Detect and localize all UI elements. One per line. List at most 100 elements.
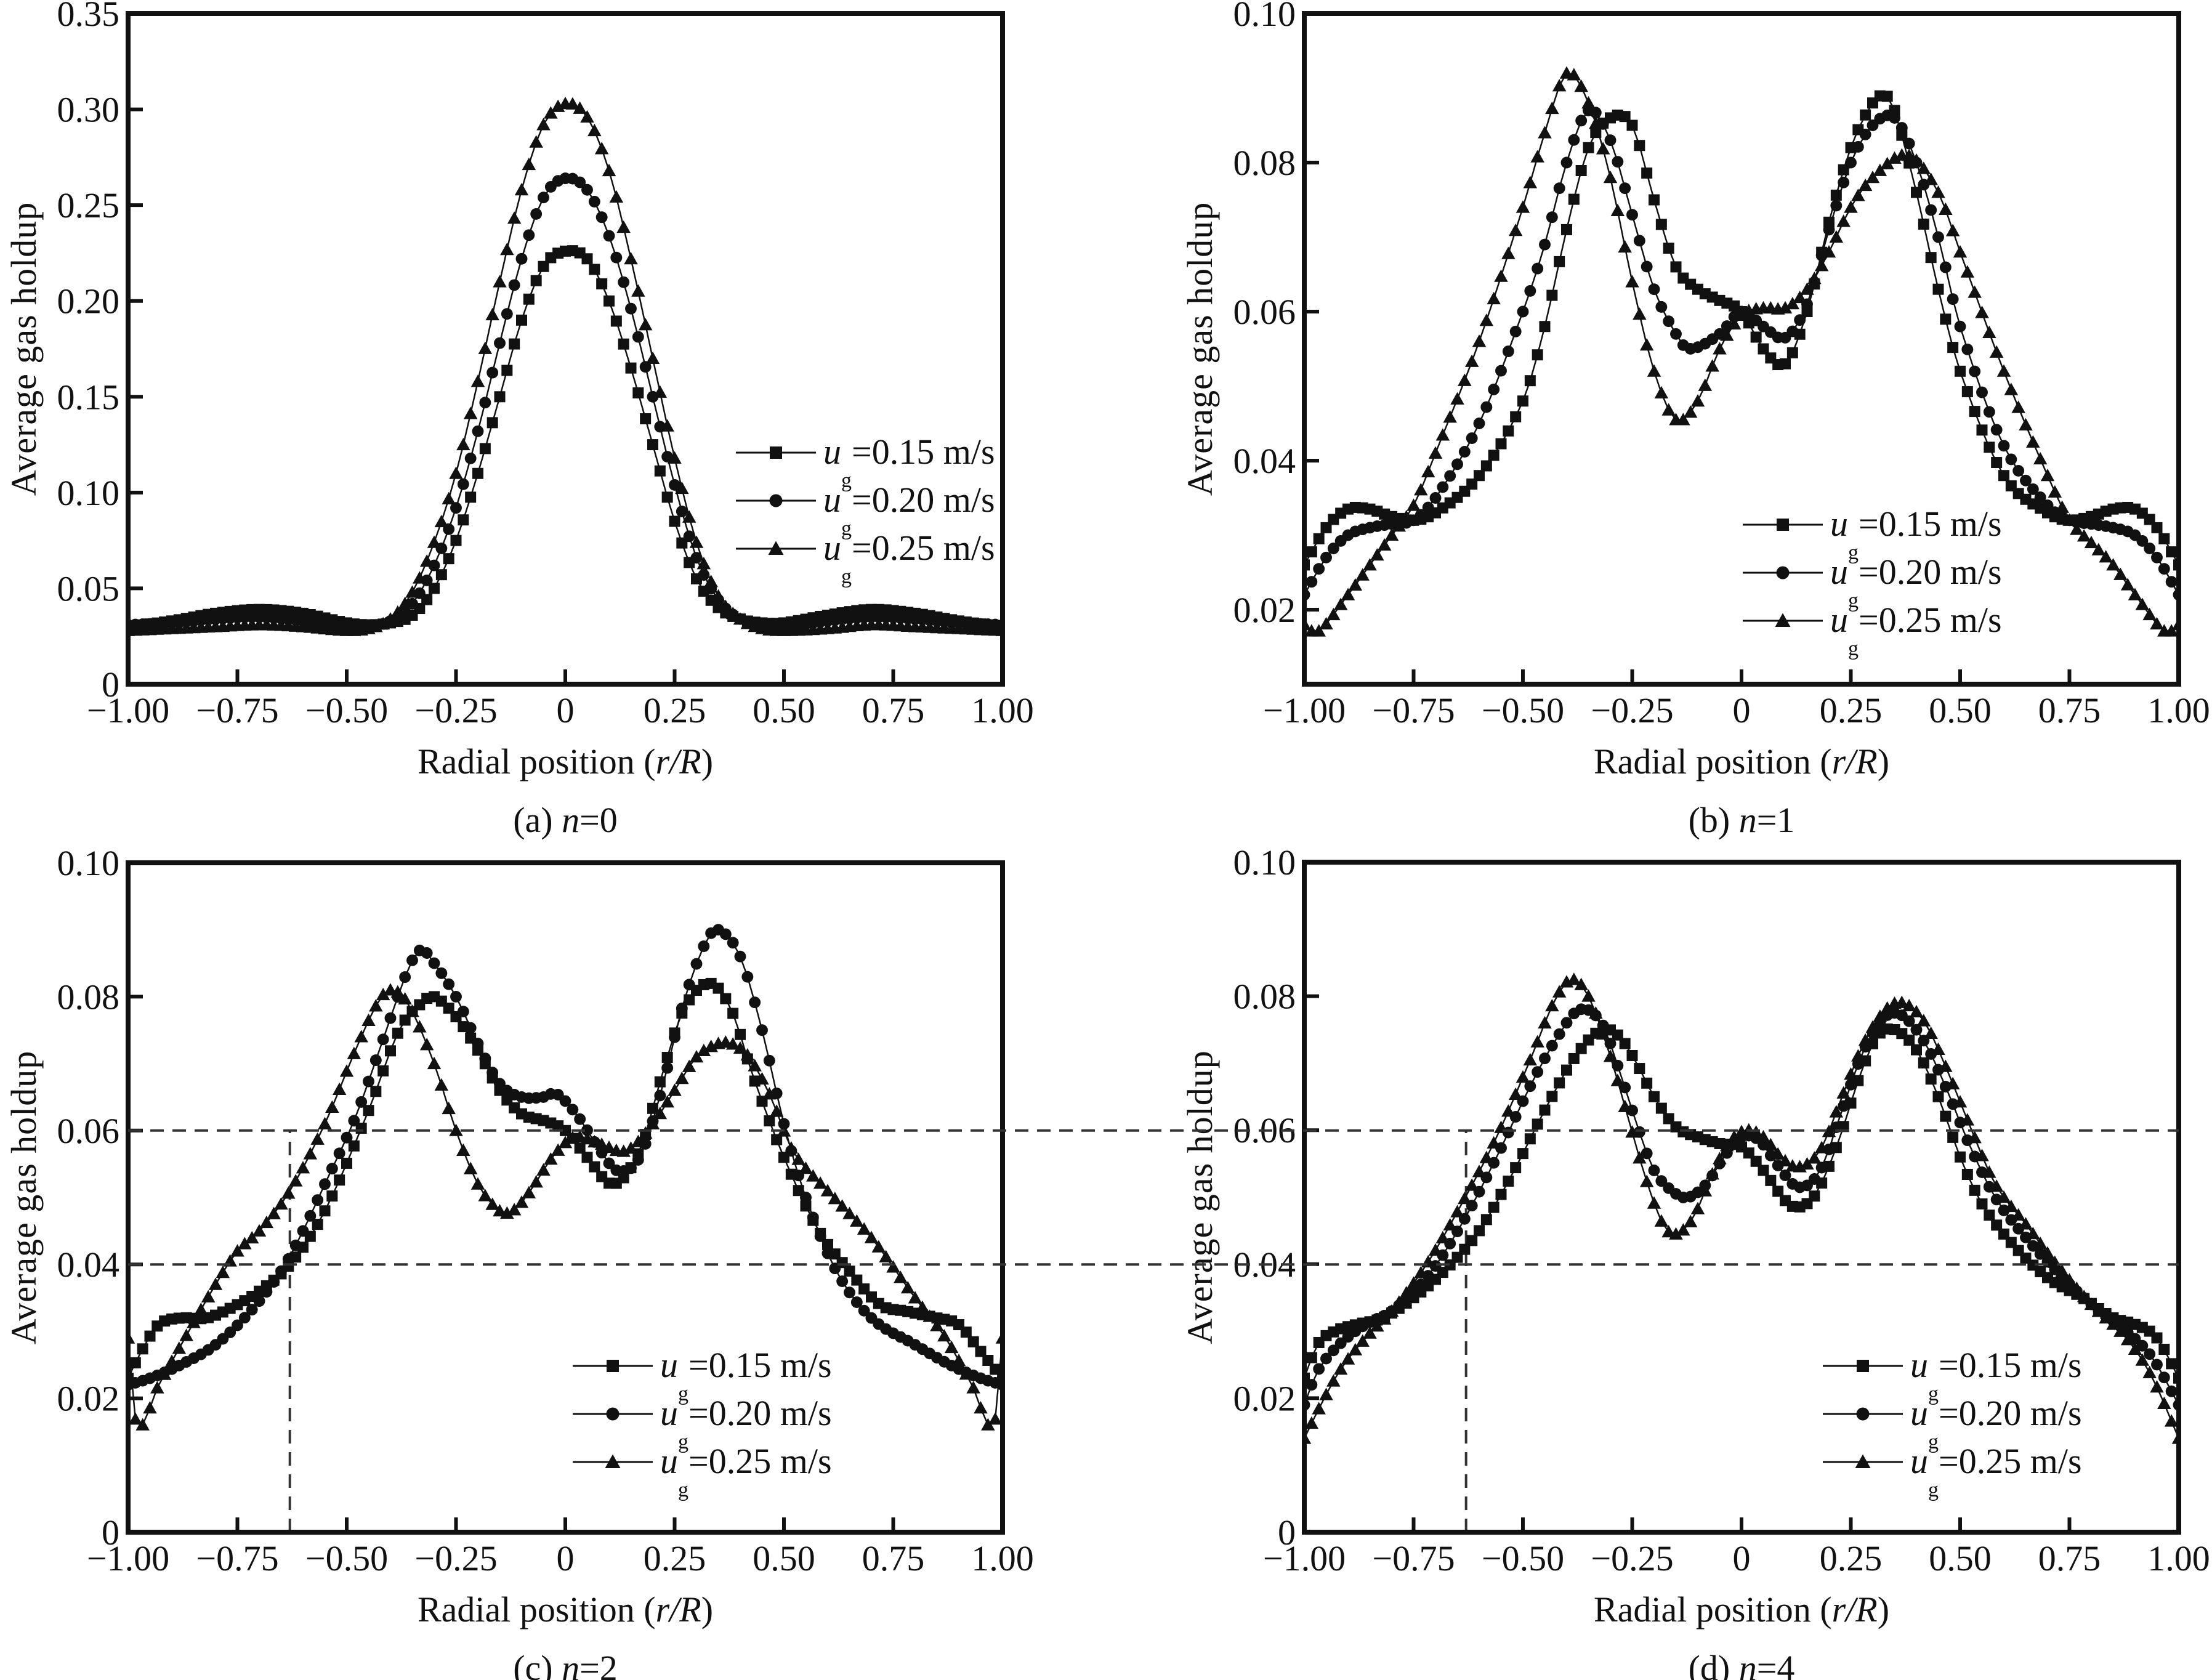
legend-item: ug=0.15 m/s — [1743, 504, 2002, 564]
data-point-square — [1750, 331, 1762, 343]
data-point-triangle — [1902, 148, 1916, 161]
data-point-circle — [1458, 446, 1471, 458]
data-point-square — [589, 1161, 600, 1173]
legend-label: ug=0.20 m/s — [1830, 552, 2002, 612]
data-point-triangle — [1377, 1312, 1392, 1325]
caption-var: n — [1739, 1648, 1757, 1680]
data-point-triangle — [1508, 224, 1523, 236]
data-point-triangle — [1516, 1070, 1530, 1083]
legend-subscript: g — [678, 1383, 688, 1405]
data-point-circle — [355, 1096, 368, 1108]
data-point-square — [2166, 1358, 2178, 1370]
data-point-square — [1860, 109, 1871, 121]
data-point-triangle — [1530, 150, 1544, 163]
legend-unit: m/s — [1941, 504, 2001, 544]
data-point-triangle — [2062, 1273, 2077, 1286]
data-point-triangle — [1924, 1026, 1938, 1040]
data-point-triangle — [347, 1046, 361, 1059]
data-point-triangle — [1814, 259, 1829, 272]
data-point-circle — [399, 971, 411, 983]
data-point-circle — [377, 1033, 389, 1046]
data-point-circle — [676, 1003, 688, 1014]
data-point-triangle — [1654, 386, 1669, 398]
data-point-triangle — [1552, 985, 1567, 998]
data-point-circle — [2144, 1348, 2156, 1360]
data-point-square — [1466, 1235, 1478, 1246]
data-point-triangle — [1676, 413, 1690, 426]
x-tick-label: −0.75 — [196, 1538, 278, 1578]
data-point-triangle — [529, 135, 543, 148]
data-point-square — [581, 253, 593, 265]
data-point-circle — [1648, 283, 1660, 296]
data-point-square — [501, 365, 513, 376]
legend-value: =0.15 — [688, 1345, 771, 1385]
data-point-circle — [363, 1075, 374, 1088]
data-point-square — [1809, 1190, 1820, 1202]
data-point-circle — [1932, 1064, 1944, 1076]
legend-label: ug=0.15 m/s — [660, 1345, 832, 1405]
data-point-triangle — [2157, 1396, 2171, 1410]
data-point-triangle — [274, 1197, 288, 1210]
data-point-triangle — [1924, 172, 1938, 185]
data-point-triangle — [369, 999, 383, 1012]
data-point-triangle — [2120, 578, 2135, 591]
data-point-triangle — [937, 1328, 951, 1342]
y-tick-label: 0.06 — [57, 1111, 120, 1151]
data-point-triangle — [631, 1134, 645, 1147]
data-point-square — [1510, 1162, 1522, 1174]
data-point-triangle — [1508, 1087, 1523, 1100]
data-point-circle — [1903, 137, 1915, 150]
data-point-square — [1758, 343, 1769, 355]
x-tick-label: −0.50 — [305, 690, 388, 730]
data-point-triangle — [398, 596, 412, 609]
data-point-triangle — [1676, 1223, 1690, 1236]
data-point-circle — [1313, 563, 1325, 575]
data-point-square — [997, 1372, 1003, 1384]
data-point-triangle — [748, 1059, 762, 1072]
legend-subscript: g — [1928, 1431, 1939, 1453]
data-point-square — [1991, 1219, 2003, 1231]
legend-marker-triangle — [1855, 1454, 1871, 1468]
data-point-triangle — [332, 1082, 347, 1096]
data-point-circle — [1597, 1019, 1609, 1032]
data-point-triangle — [2048, 485, 2062, 498]
series-line — [128, 989, 1003, 1426]
data-point-circle — [632, 331, 644, 343]
data-point-triangle — [1414, 483, 1428, 496]
legend-unit: m/s — [1941, 600, 2001, 640]
data-point-square — [1539, 321, 1551, 333]
legend-unit: m/s — [934, 480, 995, 520]
legend-label: ug=0.20 m/s — [660, 1393, 832, 1453]
data-point-circle — [457, 1006, 469, 1018]
data-point-triangle — [1341, 588, 1355, 600]
data-point-triangle — [339, 1064, 354, 1077]
data-point-circle — [464, 452, 477, 464]
data-point-square — [1546, 289, 1558, 301]
legend-label: ug=0.25 m/s — [1830, 600, 2002, 660]
data-point-circle — [289, 1239, 302, 1251]
data-point-square — [1838, 164, 1849, 176]
data-point-circle — [1437, 481, 1449, 493]
x-tick-label: −0.25 — [1591, 690, 1673, 730]
legend-subscript: g — [1928, 1383, 1939, 1405]
data-point-square — [1575, 164, 1587, 176]
data-point-square — [1488, 450, 1500, 461]
y-tick-label: 0.20 — [57, 281, 120, 321]
data-point-square — [486, 417, 498, 429]
data-point-triangle — [653, 385, 668, 398]
data-point-square — [1612, 1029, 1623, 1041]
data-point-triangle — [1807, 271, 1822, 285]
data-point-circle — [2151, 551, 2163, 563]
data-point-square — [1976, 1198, 1988, 1210]
data-point-square — [1641, 168, 1653, 179]
data-point-square — [1881, 91, 1893, 102]
data-point-square — [2166, 546, 2178, 558]
data-point-square — [1655, 1102, 1667, 1114]
data-point-triangle — [514, 1195, 529, 1208]
data-point-triangle — [1669, 1227, 1683, 1240]
data-point-triangle — [449, 1123, 463, 1136]
x-tick-label: 0.75 — [862, 690, 925, 730]
data-point-triangle — [485, 307, 499, 321]
legend-label: ug=0.25 m/s — [823, 528, 995, 588]
data-point-square — [1583, 142, 1594, 153]
